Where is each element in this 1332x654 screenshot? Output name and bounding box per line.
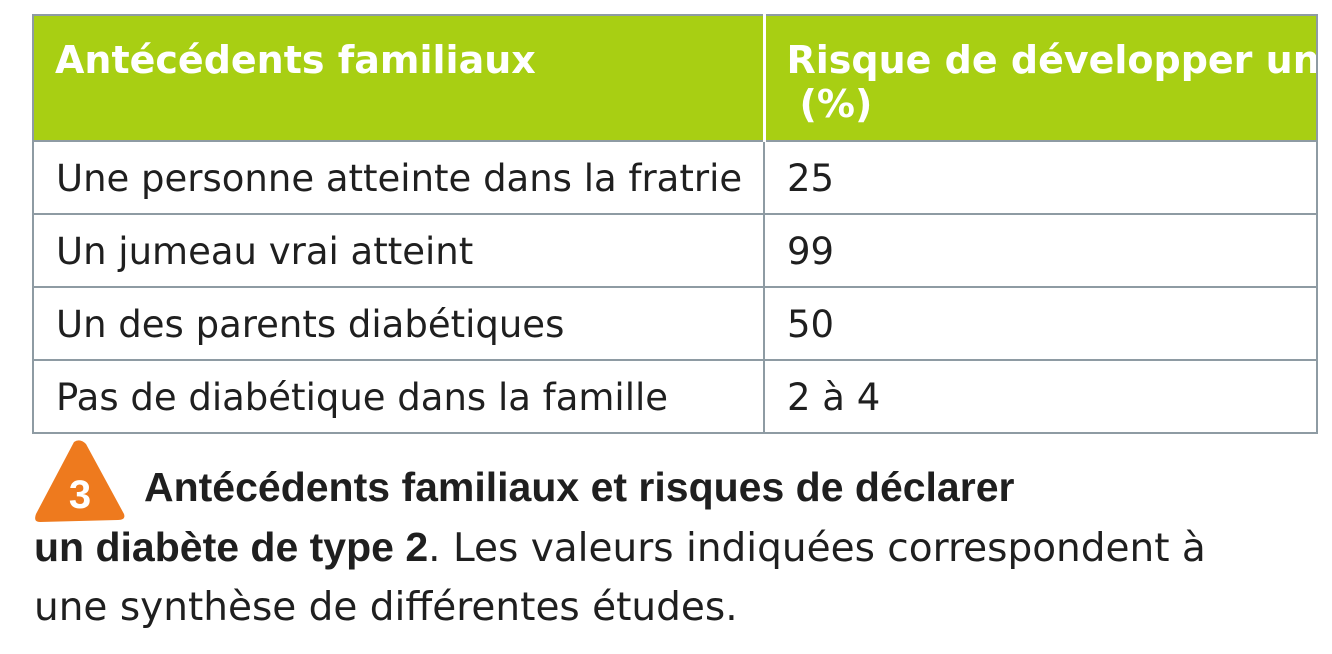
figure-caption: Antécédents familiaux et risques de décl…: [34, 458, 1264, 637]
row-label: Un jumeau vrai atteint: [33, 213, 764, 287]
header-risk-label: Risque de développer un DT2: [786, 38, 1318, 82]
table-row: Un des parents diabétiques 50: [33, 286, 1317, 360]
header-family-history: Antécédents familiaux: [33, 15, 766, 141]
figure-number-badge: 3: [35, 440, 125, 522]
risk-table-container: Antécédents familiaux Risque de développ…: [32, 14, 1332, 440]
row-value: 50: [763, 286, 1317, 360]
figure-number: 3: [69, 473, 91, 517]
header-risk-unit: (%): [799, 82, 873, 126]
risk-table: Antécédents familiaux Risque de développ…: [32, 14, 1318, 434]
table-header-row: Antécédents familiaux Risque de développ…: [33, 15, 1317, 141]
row-label: Une personne atteinte dans la fratrie: [33, 140, 764, 214]
triangle-badge-icon: [35, 440, 125, 522]
table-row: Pas de diabétique dans la famille 2 à 4: [33, 359, 1317, 433]
row-value: 99: [763, 213, 1317, 287]
row-label: Un des parents diabétiques: [33, 286, 764, 360]
table-row: Une personne atteinte dans la fratrie 25: [33, 140, 1317, 214]
row-value: 2 à 4: [763, 359, 1317, 433]
caption-title-line1: Antécédents familiaux et risques de décl…: [144, 464, 1015, 510]
table-row: Un jumeau vrai atteint 99: [33, 213, 1317, 287]
row-value: 25: [763, 140, 1317, 214]
caption-title-line2: un diabète de type 2: [34, 524, 429, 570]
row-label: Pas de diabétique dans la famille: [33, 359, 764, 433]
header-risk: Risque de développer un DT2 (%): [764, 15, 1317, 141]
caption-description: . Les valeurs indiquées correspondent à …: [34, 526, 1206, 630]
